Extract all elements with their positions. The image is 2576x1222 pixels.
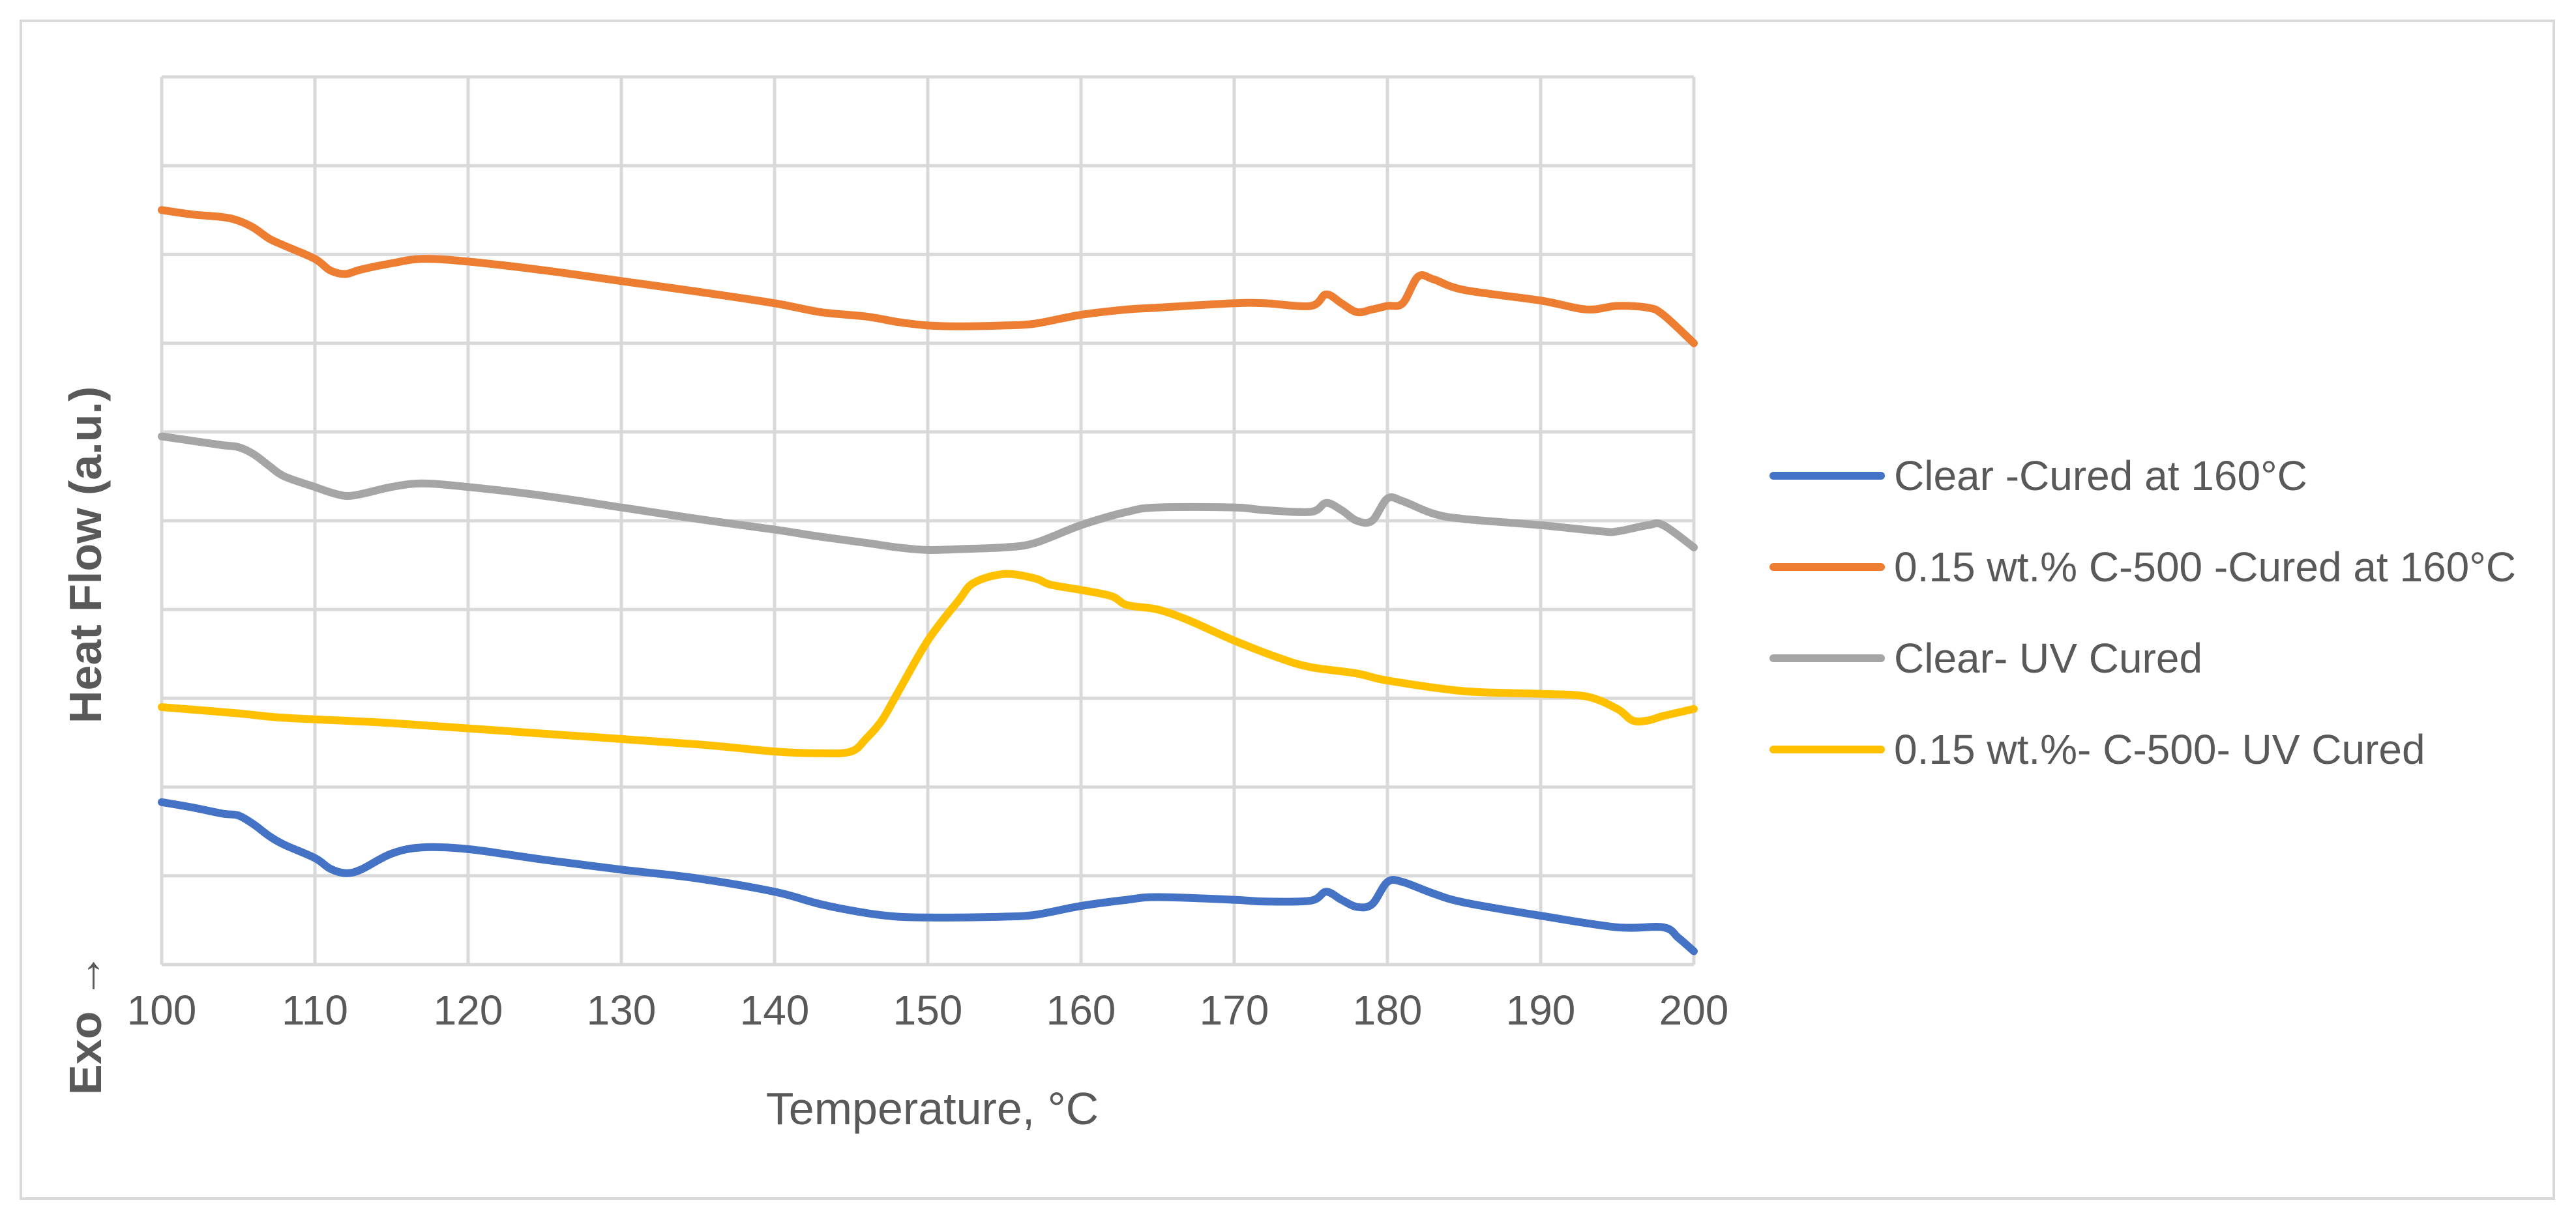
x-tick-label: 180 (1353, 987, 1423, 1034)
x-axis-ticks: 100 110 120 130 140 150 160 170 180 190 200 (127, 987, 1729, 1034)
legend: Clear -Cured at 160°C 0.15 wt.% C-500 -Cu… (1769, 452, 2516, 773)
x-tick-label: 100 (127, 987, 197, 1034)
x-tick-label: 140 (740, 987, 810, 1034)
series-line-2 (158, 206, 1698, 347)
legend-label-2: 0.15 wt.% C-500 -Cured at 160°C (1894, 544, 2516, 590)
legend-label-3: Clear- UV Cured (1894, 635, 2202, 682)
x-tick-label: 200 (1659, 987, 1729, 1034)
y-axis-title: Heat Flow (a.u.) (60, 386, 111, 723)
y-axis-exo-label: Exo → (60, 953, 111, 1095)
x-tick-label: 190 (1506, 987, 1576, 1034)
y-axis-title-group: Exo → Heat Flow (a.u.) (60, 386, 111, 1095)
series-line-3 (158, 432, 1698, 555)
x-axis-title: Temperature, °C (766, 1083, 1099, 1134)
legend-label-1: Clear -Cured at 160°C (1894, 452, 2307, 499)
x-tick-label: 150 (893, 987, 963, 1034)
grid (160, 75, 1696, 967)
x-tick-label: 160 (1046, 987, 1116, 1034)
x-tick-label: 120 (434, 987, 503, 1034)
plot-series (158, 206, 1698, 955)
x-tick-label: 170 (1200, 987, 1269, 1034)
series-line-1 (158, 798, 1698, 955)
legend-label-4: 0.15 wt.%- C-500- UV Cured (1894, 726, 2425, 773)
series-line-4 (158, 570, 1698, 757)
x-tick-label: 110 (282, 987, 348, 1034)
x-tick-label: 130 (587, 987, 657, 1034)
